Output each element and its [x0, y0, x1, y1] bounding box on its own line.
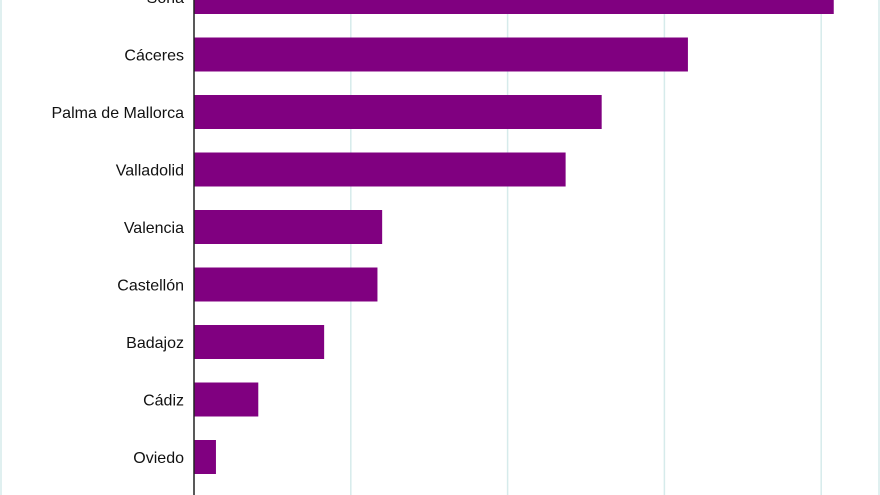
category-label: Badajoz [126, 335, 184, 352]
bar-soria [194, 0, 834, 14]
category-label: Valladolid [116, 163, 184, 180]
bar-oviedo [194, 440, 216, 474]
bar-palma-de-mallorca [194, 95, 602, 129]
category-labels: Soria Cáceres Palma de Mallorca Valladolid V… [52, 0, 185, 467]
category-label: Castellón [117, 278, 184, 295]
bar-badajoz [194, 325, 325, 359]
bars [194, 0, 834, 474]
bar-valladolid [194, 152, 566, 187]
bar-castellón [194, 267, 378, 302]
category-label: Soria [147, 0, 184, 7]
category-label: Palma de Mallorca [52, 105, 185, 122]
category-label: Cádiz [143, 393, 184, 410]
bar-valencia [194, 210, 383, 244]
category-label: Valencia [124, 220, 184, 237]
bar-cádiz [194, 382, 259, 417]
category-label: Oviedo [133, 450, 184, 467]
bar-cáceres [194, 37, 688, 72]
category-label: Cáceres [124, 48, 184, 65]
